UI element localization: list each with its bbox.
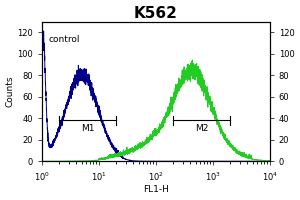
Text: M2: M2 [195, 124, 208, 133]
X-axis label: FL1-H: FL1-H [143, 185, 169, 194]
Text: control: control [49, 35, 80, 44]
Text: M1: M1 [81, 124, 94, 133]
Y-axis label: Counts: Counts [6, 76, 15, 107]
Title: K562: K562 [134, 6, 178, 21]
